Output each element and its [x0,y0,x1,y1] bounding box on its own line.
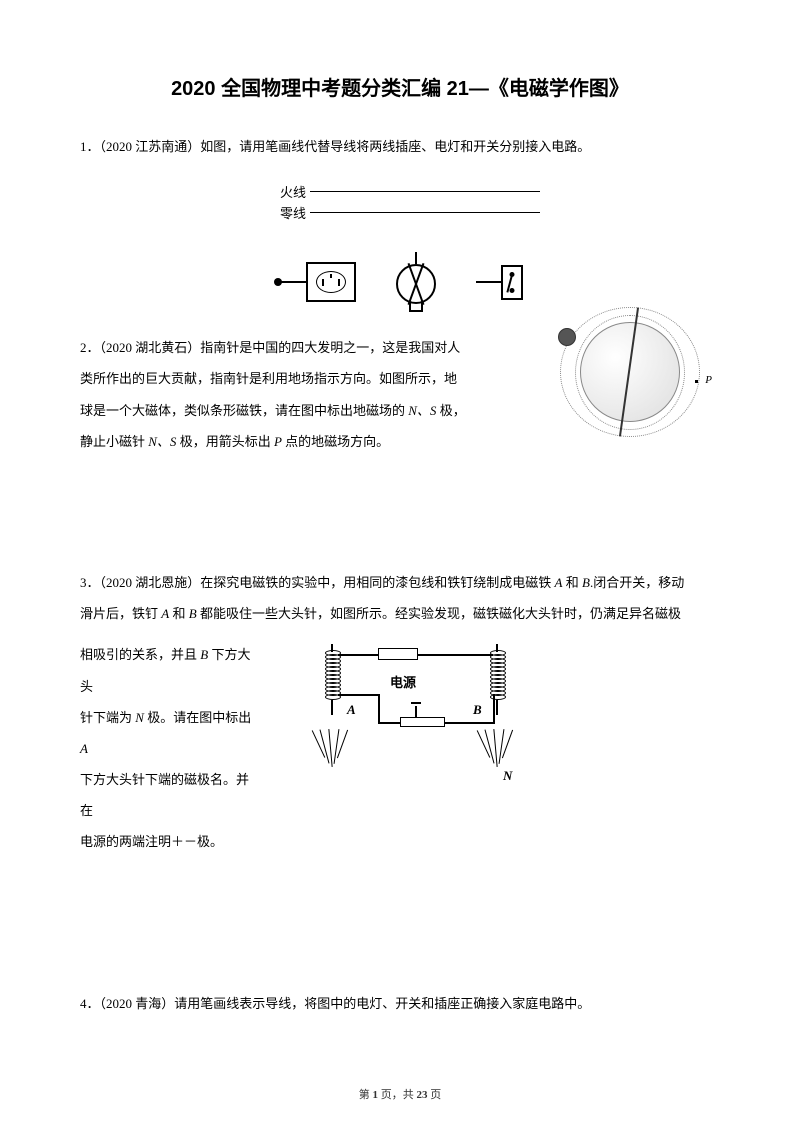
q3-a1: A [555,575,563,590]
p-label: P [705,374,712,386]
q2-text3: 球是一个大磁体，类似条形磁铁，请在图中标出地磁场的 [80,403,408,418]
socket-icon [306,262,356,302]
q3-text1c: .闭合开关，移动 [590,575,684,590]
q3-text4a: 针下端为 [80,710,135,725]
coil-a [325,644,339,719]
q2-text4b: 极，用箭头标出 [176,434,274,449]
pins-b [475,729,515,774]
q3-text3a: 相吸引的关系，并且 [80,647,200,662]
q3-b2: B [189,606,197,621]
q4-text: 请用笔画线表示导线，将图中的电灯、开关和插座正确接入家庭电路中。 [174,996,590,1011]
q4-source: （2020 青海） [100,996,175,1011]
q1-number: 1． [80,139,100,154]
p-point [695,380,698,383]
live-wire-row: 火线 [280,182,580,201]
q3-source: （2020 湖北恩施） [100,575,201,590]
electromagnet-diagram: 电源 A B N [275,644,565,784]
earth-diagram: P [540,292,720,452]
q2-ns: N、S [408,403,436,418]
q2-text4a: 静止小磁针 [80,434,148,449]
footer-mid: 页，共 [378,1089,417,1101]
switch-icon [501,265,523,300]
page-title: 2020 全国物理中考题分类汇编 21—《电磁学作图》 [80,72,720,101]
footer-suffix: 页 [428,1089,442,1101]
q3-text1a: 在探究电磁铁的实验中，用相同的漆包线和铁钉绕制成电磁铁 [200,575,554,590]
q2-number: 2． [80,340,100,355]
bulb-icon [396,252,436,312]
q2-ns2: N、S [148,434,176,449]
q3-text5: 下方大头针下端的磁极名。并在 [80,772,249,818]
slider-resistor [400,717,445,727]
q2-source: （2020 湖北黄石） [100,340,201,355]
page-footer: 第 1 页，共 23 页 [0,1086,800,1102]
q1-text: 如图，请用笔画线代替导线将两线插座、电灯和开关分别接入电路。 [200,139,590,154]
q3-intro: 3．（2020 湖北恩施）在探究电磁铁的实验中，用相同的漆包线和铁钉绕制成电磁铁… [80,567,720,629]
q1-source: （2020 江苏南通） [100,139,201,154]
question-4: 4．（2020 青海）请用笔画线表示导线，将图中的电灯、开关和插座正确接入家庭电… [80,988,720,1019]
question-3-section: 3．（2020 湖北恩施）在探究电磁铁的实验中，用相同的漆包线和铁钉绕制成电磁铁… [80,567,720,858]
q2-text: 2．（2020 湖北黄石）指南针是中国的四大发明之一，这是我国对人 类所作出的巨… [80,332,520,457]
coil-b [490,644,504,719]
diagram-b-label: B [473,702,482,718]
earth-circle [580,322,680,422]
q3-text2b: 和 [169,606,189,621]
question-2-section: 2．（2020 湖北黄石）指南针是中国的四大发明之一，这是我国对人 类所作出的巨… [80,332,720,457]
diagram-a-label: A [347,702,356,718]
q2-text1: 指南针是中国的四大发明之一，这是我国对人 [200,340,460,355]
q4-number: 4． [80,996,100,1011]
neutral-wire-row: 零线 [280,203,580,222]
q2-text2: 类所作出的巨大贡献，指南针是利用地场指示方向。如图所示，地 [80,371,457,386]
q2-text3b: 极， [436,403,465,418]
q3-number: 3． [80,575,100,590]
neutral-wire-line [310,212,540,213]
q2-text4c: 点的地磁场方向。 [282,434,389,449]
q3-n1: N [135,710,144,725]
footer-total: 23 [417,1089,428,1101]
live-wire-line [310,191,540,192]
q2-p: P [274,434,282,449]
footer-prefix: 第 [359,1089,373,1101]
q3-text1b: 和 [563,575,583,590]
q3-b1: B [582,575,590,590]
pins-a [310,729,350,774]
question-1: 1．（2020 江苏南通）如图，请用笔画线代替导线将两线插座、电灯和开关分别接入… [80,131,720,162]
neutral-wire-label: 零线 [280,203,306,222]
q3-a3: A [80,741,88,756]
q3-content: 相吸引的关系，并且 B 下方大头 针下端为 N 极。请在图中标出 A 下方大头针… [80,639,720,857]
q3-text6: 电源的两端注明＋－极。 [80,834,223,849]
q3-left-text: 相吸引的关系，并且 B 下方大头 针下端为 N 极。请在图中标出 A 下方大头针… [80,639,260,857]
wire-labels: 火线 零线 [280,182,580,222]
q3-text4b: 极。请在图中标出 [144,710,251,725]
q3-text2a: 滑片后，铁钉 [80,606,161,621]
power-label: 电源 [390,672,416,691]
q3-text2c: 都能吸住一些大头针，如图所示。经实验发现，磁铁磁化大头针时，仍满足异名磁极 [197,606,681,621]
circuit-components [220,252,580,312]
live-wire-label: 火线 [280,182,306,201]
q1-diagram: 火线 零线 [220,182,580,312]
